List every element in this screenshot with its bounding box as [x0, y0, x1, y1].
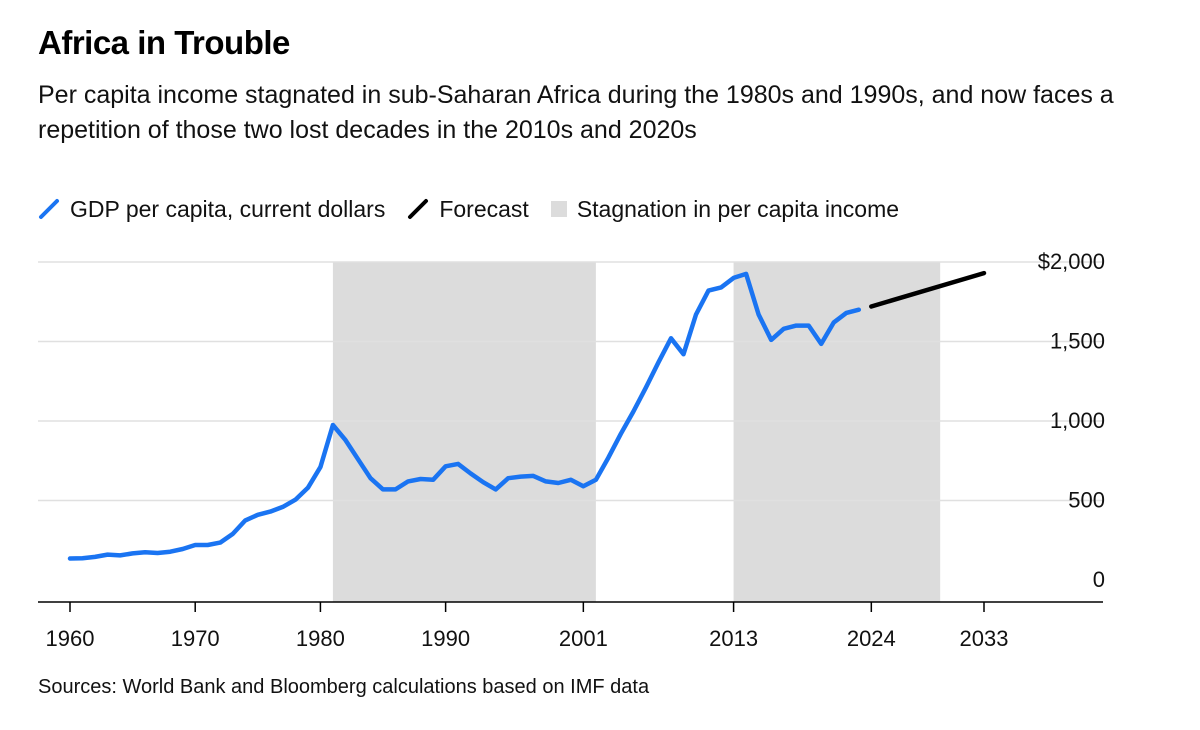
chart-title: Africa in Trouble — [38, 24, 290, 61]
series-line-gdp — [67, 271, 862, 561]
legend-line-forecast-icon — [408, 199, 429, 219]
x-tick-label-1960: 1960 — [46, 626, 95, 651]
legend-label-stagnation: Stagnation in per capita income — [576, 195, 900, 222]
legend-item-gdp: GDP per capita, current dollars — [38, 196, 385, 223]
legend-item-stagnation: Stagnation in per capita income — [550, 195, 900, 223]
series-line-forecast — [869, 270, 987, 309]
x-tick-label-2001: 2001 — [559, 626, 608, 651]
x-tick-label-2033: 2033 — [960, 626, 1009, 651]
stagnation-band-2 — [733, 262, 941, 602]
chart-subtitle: Per capita income stagnated in sub-Sahar… — [38, 81, 1114, 144]
x-tick-label-2013: 2013 — [709, 626, 758, 651]
source-note: Sources: World Bank and Bloomberg calcul… — [38, 676, 650, 698]
x-tick-label-1980: 1980 — [296, 626, 345, 651]
x-tick-label-1990: 1990 — [421, 626, 470, 651]
y-tick-label-2000: $2,000 — [1038, 249, 1105, 274]
legend-label-forecast: Forecast — [439, 195, 529, 222]
legend: GDP per capita, current dollars Forecast… — [38, 194, 921, 224]
y-tick-label-1500: 1,500 — [1050, 329, 1105, 354]
legend-label-gdp: GDP per capita, current dollars — [70, 195, 386, 222]
y-tick-label-0: 0 — [1093, 567, 1105, 592]
legend-box-stagnation-icon — [550, 201, 567, 217]
stagnation-band-1 — [332, 262, 596, 602]
y-tick-label-1000: 1,000 — [1050, 408, 1105, 433]
legend-line-gdp-icon — [39, 199, 59, 219]
y-tick-label-500: 500 — [1068, 488, 1105, 513]
legend-item-forecast: Forecast — [407, 195, 529, 223]
x-tick-label-2024: 2024 — [847, 626, 896, 651]
x-tick-label-1970: 1970 — [171, 626, 220, 651]
